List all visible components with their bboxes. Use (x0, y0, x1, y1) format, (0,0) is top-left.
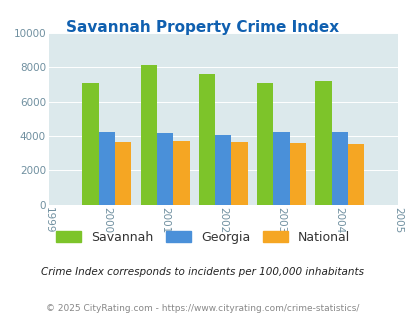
Bar (314, 81, 331, 205)
Text: Crime Index corresponds to incidents per 100,000 inhabitants: Crime Index corresponds to incidents per… (41, 267, 364, 277)
Bar (289, 143, 305, 205)
Bar (115, 143, 131, 205)
Bar (331, 132, 347, 205)
Bar (347, 144, 363, 205)
Bar (256, 83, 273, 205)
Bar (82, 83, 98, 205)
Text: Savannah Property Crime Index: Savannah Property Crime Index (66, 20, 339, 35)
Bar (198, 74, 215, 205)
Bar (273, 132, 289, 205)
Bar (157, 133, 173, 205)
Bar (231, 143, 247, 205)
Bar (140, 65, 157, 205)
Bar (215, 135, 231, 205)
Text: © 2025 CityRating.com - https://www.cityrating.com/crime-statistics/: © 2025 CityRating.com - https://www.city… (46, 304, 359, 313)
Bar (173, 141, 189, 205)
Legend: Savannah, Georgia, National: Savannah, Georgia, National (52, 227, 353, 248)
Bar (98, 132, 115, 205)
